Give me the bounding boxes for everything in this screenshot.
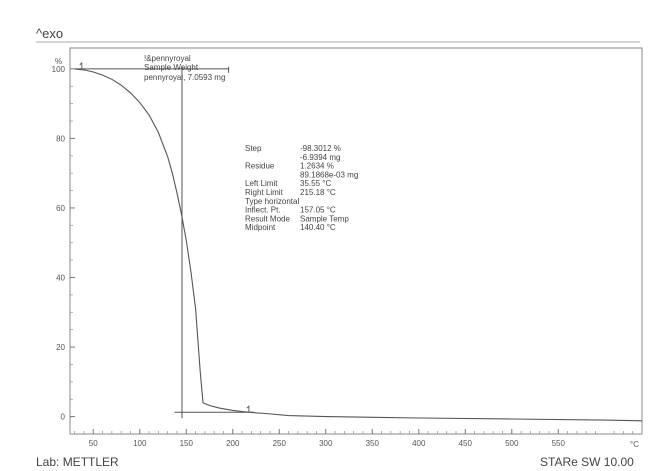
result-value: 89.1868e-03 mg xyxy=(300,170,358,179)
y-axis-ticks: 0 20 40 60 80 100 xyxy=(52,65,75,422)
result-label: Right Limit xyxy=(245,188,284,197)
result-value: 1.2634 % xyxy=(300,162,334,171)
x-tick-label: 300 xyxy=(319,439,333,448)
result-value: 157.05 °C xyxy=(300,206,336,215)
result-label: Result Mode xyxy=(245,214,290,223)
y-tick-label: 20 xyxy=(56,343,65,352)
y-tick-label: 40 xyxy=(56,274,65,283)
plot-frame xyxy=(69,47,643,435)
x-tick-label: 100 xyxy=(133,439,147,448)
x-tick-label: 450 xyxy=(459,439,473,448)
result-label: Step xyxy=(245,144,262,153)
results-block: Step -98.3012 %-6.9394 mg Residue 1.2634 %8… xyxy=(245,144,358,232)
left-limit-marker xyxy=(79,61,83,69)
x-tick-label: 400 xyxy=(412,439,426,448)
exo-label: ^exo xyxy=(36,26,63,41)
sample-weight-value: pennyroyal, 7.0593 mg xyxy=(144,73,225,82)
y-tick-label: 80 xyxy=(56,134,65,143)
x-tick-label: 150 xyxy=(180,439,194,448)
result-label: Type horizontal xyxy=(245,197,299,206)
result-value: 215.18 °C xyxy=(300,188,336,197)
x-tick-label: 200 xyxy=(226,439,240,448)
result-label: Midpoint xyxy=(245,223,276,232)
sample-name: !&pennyroyal xyxy=(144,54,191,63)
result-label: Left Limit xyxy=(245,179,278,188)
footer-lab: Lab: METTLER xyxy=(36,455,119,469)
x-unit-label: °C xyxy=(630,440,639,449)
result-value: Sample Temp xyxy=(300,214,349,223)
x-axis-ticks: 50 100 150 200 250 300 350 400 450 500 550 xyxy=(74,429,634,448)
result-value: 35.55 °C xyxy=(300,179,331,188)
result-value: -98.3012 % xyxy=(300,144,341,153)
x-tick-label: 250 xyxy=(273,439,287,448)
result-value: -6.9394 mg xyxy=(300,153,340,162)
y-tick-label: 60 xyxy=(56,204,65,213)
result-label: Residue xyxy=(245,162,275,171)
sample-info: !&pennyroyal Sample Weight pennyroyal, 7… xyxy=(144,54,225,82)
x-tick-label: 350 xyxy=(366,439,380,448)
right-limit-marker xyxy=(246,405,250,413)
x-tick-label: 500 xyxy=(505,439,519,448)
y-unit-label: % xyxy=(55,57,62,66)
result-value: 140.40 °C xyxy=(300,223,336,232)
sample-weight-label: Sample Weight xyxy=(144,63,199,72)
y-tick-label: 100 xyxy=(52,65,66,74)
result-label: Inflect. Pt. xyxy=(245,206,281,215)
x-tick-label: 50 xyxy=(89,439,98,448)
series-line-weight xyxy=(74,68,643,422)
footer-software: STARe SW 10.00 xyxy=(540,455,634,469)
analysis-annotations xyxy=(75,61,255,419)
y-tick-label: 0 xyxy=(61,413,66,422)
x-tick-label: 550 xyxy=(552,439,566,448)
